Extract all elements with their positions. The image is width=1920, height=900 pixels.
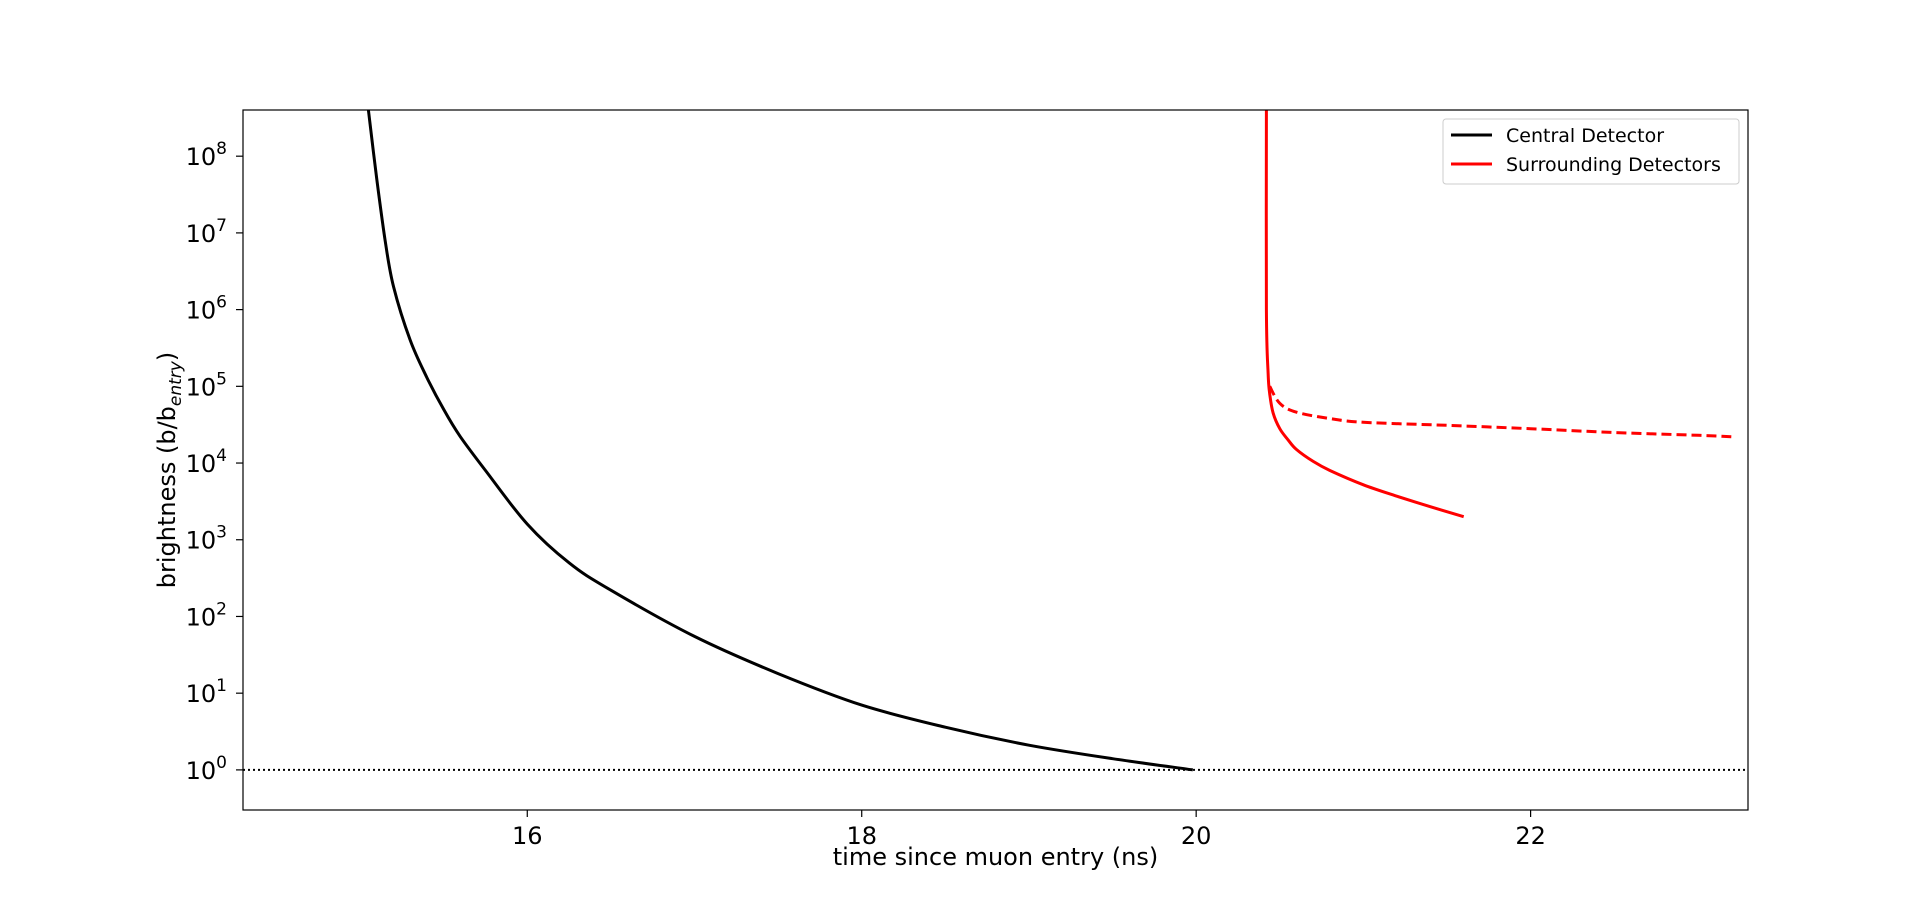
- y-tick-label: 100: [186, 753, 227, 785]
- y-tick-label: 108: [186, 139, 227, 171]
- legend-label-central-detector: Central Detector: [1506, 125, 1664, 147]
- y-tick-base: 10: [186, 603, 217, 631]
- series-line-0-solid: [366, 110, 1194, 772]
- y-tick-label: 105: [186, 369, 227, 401]
- series-line-2-dashed: [1268, 385, 1732, 439]
- y-tick-label: 104: [186, 446, 227, 478]
- legend: Central Detector Surrounding Detectors: [1442, 118, 1740, 185]
- y-tick-exponent: 5: [216, 369, 227, 389]
- plot-area: [243, 110, 1748, 772]
- y-tick-exponent: 7: [216, 216, 227, 236]
- y-tick-label: 103: [186, 523, 227, 555]
- y-tick-label: 106: [186, 293, 227, 325]
- series-line-1-solid: [1264, 110, 1465, 519]
- x-axis-label: time since muon entry (ns): [833, 843, 1158, 871]
- y-axis-label-subscript: entry: [166, 360, 186, 406]
- y-tick-exponent: 8: [216, 139, 227, 159]
- y-tick-exponent: 3: [216, 523, 227, 543]
- x-tick-label: 22: [1515, 822, 1546, 850]
- x-axis: 16 18 20 22: [512, 810, 1546, 850]
- y-axis-label: brightness (b/bentry): [153, 352, 186, 588]
- y-tick-base: 10: [186, 143, 217, 171]
- plot-lines: [243, 110, 1748, 772]
- y-axis-label-main: brightness (b/b: [153, 406, 181, 588]
- x-tick-label: 18: [846, 822, 877, 850]
- y-tick-base: 10: [186, 680, 217, 708]
- y-tick-exponent: 6: [216, 293, 227, 313]
- y-tick-label: 102: [186, 599, 227, 631]
- y-tick-label: 107: [186, 216, 227, 248]
- y-tick-base: 10: [186, 527, 217, 555]
- y-tick-label: 101: [186, 676, 227, 708]
- y-tick-exponent: 0: [216, 753, 227, 773]
- y-tick-base: 10: [186, 450, 217, 478]
- axes-frame: [242, 109, 1749, 811]
- y-axis-label-close: ): [153, 352, 181, 361]
- y-tick-base: 10: [186, 220, 217, 248]
- x-tick-label: 20: [1181, 822, 1212, 850]
- y-tick-exponent: 1: [216, 676, 227, 696]
- legend-box: [1442, 118, 1740, 185]
- y-tick-exponent: 4: [216, 446, 227, 466]
- y-tick-exponent: 2: [216, 599, 227, 619]
- y-tick-base: 10: [186, 757, 217, 785]
- y-tick-base: 10: [186, 297, 217, 325]
- legend-label-surrounding-detectors: Surrounding Detectors: [1506, 154, 1721, 176]
- x-tick-label: 16: [512, 822, 543, 850]
- y-tick-base: 10: [186, 373, 217, 401]
